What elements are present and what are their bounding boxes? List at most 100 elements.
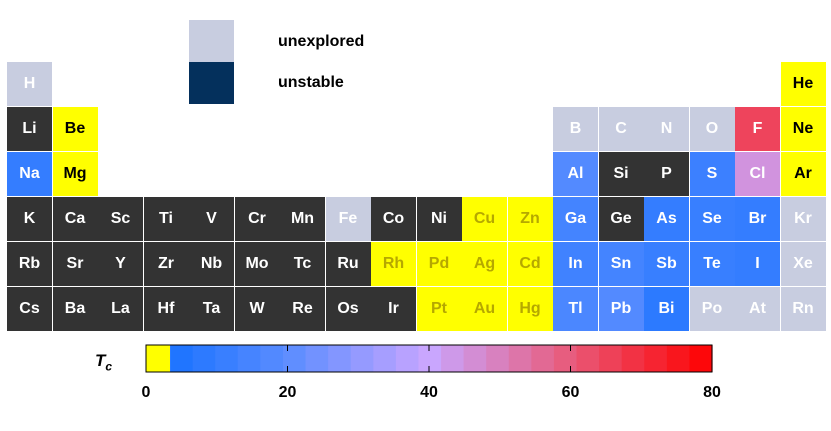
colorbar-segment (215, 345, 239, 372)
colorbar-segment (395, 345, 420, 372)
element-se: Se (689, 197, 735, 241)
element-tc: Tc (280, 242, 325, 286)
element-cr: Cr (234, 197, 280, 241)
element-c: C (598, 107, 644, 151)
colorbar-segment (621, 345, 645, 372)
element-mo: Mo (234, 242, 280, 286)
element-ag: Ag (462, 242, 507, 286)
element-ca: Ca (52, 197, 98, 241)
element-ar: Ar (780, 152, 826, 196)
element-cu: Cu (462, 197, 507, 241)
colorbar-segment (531, 345, 555, 372)
colorbar-segment (350, 345, 374, 372)
colorbar-segment (373, 345, 397, 372)
element-re: Re (280, 287, 325, 331)
colorbar-segment (666, 345, 691, 372)
element-hg: Hg (507, 287, 553, 331)
element-ir: Ir (371, 287, 416, 331)
element-pt: Pt (416, 287, 462, 331)
element-v: V (189, 197, 234, 241)
colorbar-segment (282, 345, 307, 372)
colorbar-segment (192, 345, 216, 372)
element-y: Y (98, 242, 143, 286)
element-rh: Rh (371, 242, 416, 286)
element-sn: Sn (598, 242, 644, 286)
element-la: La (98, 287, 143, 331)
element-o: O (689, 107, 735, 151)
colorbar-segment (644, 345, 668, 372)
element-he: He (780, 62, 826, 106)
legend-swatch-unstable (189, 62, 234, 104)
colorbar-tick-label: 40 (420, 384, 438, 401)
element-cs: Cs (7, 287, 52, 331)
element-sb: Sb (644, 242, 689, 286)
element-w: W (234, 287, 280, 331)
element-i: I (735, 242, 780, 286)
element-co: Co (371, 197, 416, 241)
element-xe: Xe (780, 242, 826, 286)
legend-label-unstable: unstable (278, 74, 344, 91)
colorbar-segment (486, 345, 510, 372)
element-ge: Ge (598, 197, 644, 241)
colorbar-segment-low-tc (146, 345, 171, 372)
colorbar-segment (553, 345, 578, 372)
element-k: K (7, 197, 52, 241)
colorbar-tick-label: 60 (561, 384, 580, 401)
element-n: N (644, 107, 689, 151)
element-ba: Ba (52, 287, 98, 331)
element-al: Al (553, 152, 598, 196)
element-zn: Zn (507, 197, 553, 241)
element-os: Os (325, 287, 371, 331)
legend-swatch-unexplored (189, 20, 234, 62)
element-in: In (553, 242, 598, 286)
element-ti: Ti (143, 197, 189, 241)
colorbar-segment (170, 345, 194, 372)
element-nb: Nb (189, 242, 234, 286)
colorbar-segment (260, 345, 284, 372)
colorbar-segment (305, 345, 329, 372)
element-kr: Kr (780, 197, 826, 241)
element-cd: Cd (507, 242, 553, 286)
element-pd: Pd (416, 242, 462, 286)
element-li: Li (7, 107, 52, 151)
element-au: Au (462, 287, 507, 331)
element-b: B (553, 107, 598, 151)
colorbar-tick-label: 80 (703, 384, 721, 401)
element-ta: Ta (189, 287, 234, 331)
element-po: Po (689, 287, 735, 331)
element-si: Si (598, 152, 644, 196)
element-cl: Cl (735, 152, 780, 196)
element-ne: Ne (780, 107, 826, 151)
colorbar-segment (463, 345, 487, 372)
element-ga: Ga (553, 197, 598, 241)
element-mn: Mn (280, 197, 325, 241)
element-mg: Mg (52, 152, 98, 196)
element-s: S (689, 152, 735, 196)
element-h: H (7, 62, 52, 106)
element-te: Te (689, 242, 735, 286)
element-na: Na (7, 152, 52, 196)
element-bi: Bi (644, 287, 689, 331)
element-hf: Hf (143, 287, 189, 331)
element-ni: Ni (416, 197, 462, 241)
element-rn: Rn (780, 287, 826, 331)
colorbar-segment (328, 345, 352, 372)
element-zr: Zr (143, 242, 189, 286)
element-rb: Rb (7, 242, 52, 286)
colorbar-segment (418, 345, 442, 372)
element-ru: Ru (325, 242, 371, 286)
colorbar-segment (441, 345, 465, 372)
colorbar-segment (689, 345, 713, 372)
element-sc: Sc (98, 197, 143, 241)
element-sr: Sr (52, 242, 98, 286)
element-be: Be (52, 107, 98, 151)
element-br: Br (735, 197, 780, 241)
colorbar-segment (599, 345, 623, 372)
element-p: P (644, 152, 689, 196)
element-at: At (735, 287, 780, 331)
colorbar-segment (508, 345, 532, 372)
colorbar-label: Tc (95, 351, 113, 374)
element-pb: Pb (598, 287, 644, 331)
colorbar-tick-label: 0 (141, 384, 151, 401)
